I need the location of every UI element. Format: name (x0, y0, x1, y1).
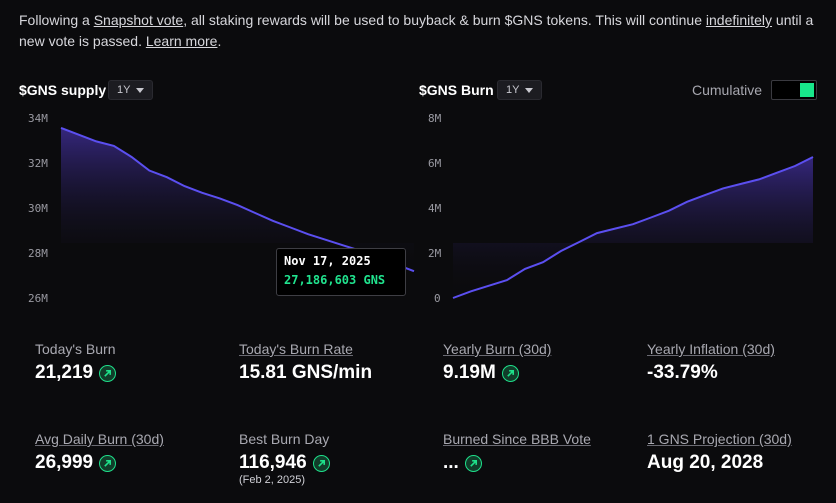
y-tick-label: 6M (428, 157, 442, 170)
stat-label: Yearly Inflation (30d) (647, 341, 775, 357)
stat-value: 21,219 (35, 362, 94, 383)
learn-more-link[interactable]: Learn more (145, 33, 218, 49)
y-tick-label: 28M (28, 247, 48, 260)
tooltip-value: 27,186,603 GNS (284, 273, 386, 287)
indefinitely-link[interactable]: indefinitely (705, 12, 773, 28)
stat-label: Avg Daily Burn (30d) (35, 431, 164, 447)
best-burn-date: (Feb 2, 2025) (239, 474, 306, 486)
notice-text: Following a (19, 12, 94, 28)
stat-label: Today's Burn (35, 341, 116, 357)
range-label: 1Y (117, 84, 131, 96)
stat-value: 9.19M (443, 362, 496, 383)
arrow-up-right-icon[interactable] (501, 364, 519, 382)
chart-tooltip: Nov 17, 2025 27,186,603 GNS (276, 248, 406, 296)
stat-value-row: ... (443, 452, 591, 474)
area-fill (61, 127, 414, 272)
stat-value-row: -33.79% (647, 362, 775, 384)
arrow-up-right-icon[interactable] (99, 364, 117, 382)
burn-chart[interactable] (452, 112, 814, 302)
notice-text: until a new vote is passed. (19, 12, 814, 49)
stat-value: 116,946 (239, 452, 307, 473)
y-tick-label: 34M (28, 112, 48, 125)
stat-value-row: 15.81 GNS/min (239, 362, 372, 384)
y-tick-label: 2M (428, 247, 442, 260)
stat-today-burn: Today's Burn 21,219 (35, 341, 117, 384)
stat-value: ... (443, 452, 459, 473)
stat-value-row: Aug 20, 2028 (647, 452, 792, 474)
notice-text: , all staking rewards will be used to bu… (183, 12, 706, 28)
tooltip-date: Nov 17, 2025 (284, 254, 371, 268)
y-tick-label: 32M (28, 157, 48, 170)
stat-label: Best Burn Day (239, 431, 330, 447)
stat-value: Aug 20, 2028 (647, 452, 764, 473)
cumulative-toggle[interactable] (771, 80, 817, 100)
supply-range-select[interactable]: 1Y (108, 80, 154, 100)
stat-yearly-burn: Yearly Burn (30d) 9.19M (443, 341, 551, 384)
stat-value-row: 116,946 (239, 452, 330, 474)
chevron-down-icon (136, 87, 145, 93)
notice-text: . (217, 33, 222, 49)
stat-label: Today's Burn Rate (239, 341, 353, 357)
stat-value: 15.81 GNS/min (239, 362, 373, 383)
stat-today-burn-rate: Today's Burn Rate 15.81 GNS/min (239, 341, 372, 384)
stat-label: Yearly Burn (30d) (443, 341, 552, 357)
stat-gns-projection: 1 GNS Projection (30d) Aug 20, 2028 (647, 431, 792, 474)
stat-value-row: 21,219 (35, 362, 117, 384)
burn-range-select[interactable]: 1Y (497, 80, 543, 100)
arrow-up-right-icon[interactable] (99, 454, 117, 472)
burn-chart-title: $GNS Burn (419, 82, 494, 98)
buyback-notice: Following a Snapshot vote, all staking r… (19, 10, 819, 52)
arrow-up-right-icon[interactable] (312, 454, 330, 472)
y-tick-label: 26M (28, 292, 48, 305)
stat-value: 26,999 (35, 452, 94, 473)
stat-best-burn-day: Best Burn Day 116,946 (Feb 2, 2025) (239, 431, 330, 486)
chevron-down-icon (525, 87, 534, 93)
y-tick-label: 8M (428, 112, 442, 125)
stat-label: 1 GNS Projection (30d) (647, 431, 792, 447)
cumulative-label: Cumulative (692, 82, 763, 98)
stat-value-row: 9.19M (443, 362, 551, 384)
range-label: 1Y (506, 84, 520, 96)
series-line (452, 156, 814, 299)
snapshot-vote-link[interactable]: Snapshot vote (93, 12, 184, 28)
stat-burned-since-bbb: Burned Since BBB Vote ... (443, 431, 591, 474)
toggle-knob (800, 83, 814, 97)
y-tick-label: 0 (434, 292, 441, 305)
stat-value-row: 26,999 (35, 452, 164, 474)
y-tick-label: 4M (428, 202, 442, 215)
stat-yearly-inflation: Yearly Inflation (30d) -33.79% (647, 341, 775, 384)
stat-label: Burned Since BBB Vote (443, 431, 591, 447)
area-fill (453, 157, 813, 298)
supply-chart-title: $GNS supply (19, 82, 107, 98)
y-tick-label: 30M (28, 202, 48, 215)
stat-value: -33.79% (647, 362, 718, 383)
stat-avg-daily-burn: Avg Daily Burn (30d) 26,999 (35, 431, 164, 474)
arrow-up-right-icon[interactable] (464, 454, 482, 472)
